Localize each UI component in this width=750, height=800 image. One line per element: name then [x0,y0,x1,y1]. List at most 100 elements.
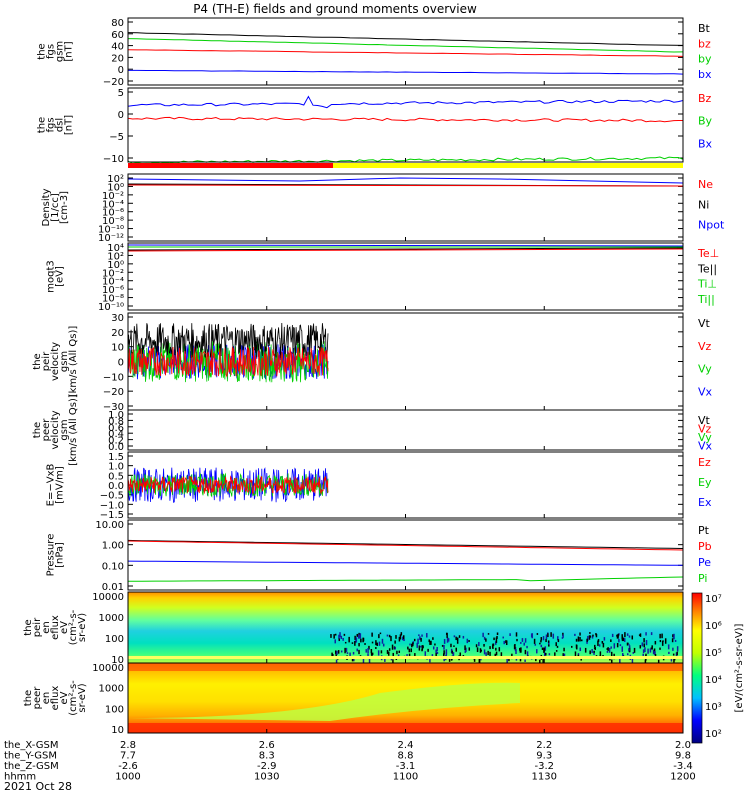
heatmap-noise [593,650,595,653]
legend-Te⊥: Te⊥ [697,247,719,260]
heatmap-noise [607,647,609,651]
y-tick-label: 10⁻⁸ [102,294,124,305]
heatmap-noise [616,643,619,648]
legend-Ex: Ex [698,496,712,509]
heatmap-noise [378,641,381,646]
heatmap-noise [611,633,614,638]
heatmap-noise [645,632,647,636]
heatmap-noise [619,659,621,664]
panel-ylabel: eflux [50,615,61,640]
panel-ylabel: [km/s (All Qs)] [68,326,79,398]
y-tick-label: −20 [103,387,124,398]
y-tick-label: 10⁻² [102,191,124,202]
y-tick-label: 10⁻¹⁰ [98,225,124,236]
heatmap-noise [434,643,436,646]
heatmap-noise [651,645,653,650]
legend-Ne: Ne [698,178,713,191]
y-tick-label: 0.0 [108,481,124,492]
heatmap-noise [520,642,522,644]
heatmap-noise [468,647,471,651]
colorbar-tick: 10⁵ [705,648,722,659]
heatmap-noise [542,658,544,663]
y-tick-label: 100 [105,634,124,645]
panel-ylabel: sr-eV) [77,613,88,642]
heatmap-noise [390,636,392,642]
heatmap-noise [370,652,373,656]
panel-ylabel: (cm²-s- [68,680,79,716]
series-Pb [127,540,684,551]
legend-Pe: Pe [698,556,711,569]
y-tick-label: 0.0 [108,442,124,453]
panel-pressure: Pressure[nPa] 10.00 1.00 0.10 0.01 Pt Pb Pe Pi [46,519,712,593]
heatmap-noise [380,650,383,654]
heatmap-noise [376,642,378,646]
legend-Vx: Vx [698,385,713,398]
legend-Pi: Pi [698,572,707,585]
y-tick-label: 10⁻¹⁰ [98,302,124,313]
heatmap-noise [654,650,656,655]
heatmap-noise [659,639,662,643]
series-blue [127,467,329,503]
series-Pt [127,539,684,549]
legend-Ey: Ey [698,476,712,489]
heatmap-noise [597,640,599,646]
heatmap-noise [631,658,634,664]
y-tick-label: −0.5 [100,491,124,502]
panel-ylabel: gsm [59,419,70,440]
heatmap-noise [626,633,629,636]
heatmap-noise [446,637,449,643]
heatmap-noise [672,653,675,656]
series-by [127,38,684,53]
series-Te-par [127,247,684,251]
heatmap-noise [610,651,613,657]
colorbar-label: [eV/(cm²-s-sr-eV)] [734,623,745,712]
legend-Pb: Pb [698,540,712,553]
panel-ylabel: Pressure [46,534,57,577]
heatmap-noise [368,659,371,664]
panel-frame [127,519,684,591]
xaxis-value: -2.6 [118,761,138,772]
heatmap-noise [601,640,604,644]
heatmap-noise [464,650,467,653]
colorbar-tick: 10⁶ [705,621,722,632]
y-tick-label: 10⁻⁴ [102,199,124,210]
panel-density: Density[1/cc][cm-3]10²10⁰10⁻²10⁻⁴10⁻⁶10⁻… [41,173,725,244]
y-tick-label: 60 [111,30,124,41]
mode-bar-red [128,163,333,168]
heatmap-noise [492,643,495,646]
xaxis-value: 8.3 [259,751,275,762]
heatmap-noise [356,633,359,637]
heatmap-noise [674,639,677,642]
heatmap-noise [340,635,343,640]
heatmap-noise [493,637,495,641]
heatmap-noise [375,640,377,646]
heatmap-noise [579,632,581,636]
heatmap-noise [534,643,537,646]
heatmap-noise [645,640,648,646]
panel-ylabel: en [41,692,52,705]
heatmap-noise [508,658,510,662]
heatmap-noise [451,650,454,654]
heatmap-noise [489,646,491,650]
heatmap-noise [395,635,397,639]
date-label: 2021 Oct 28 [4,780,72,793]
heatmap-noise [668,651,670,655]
legend-Bx: Bx [698,137,713,150]
panel-ylabel: eflux [50,686,61,711]
heatmap-noise [623,638,626,642]
heatmap-noise [455,647,458,652]
heatmap-noise [554,652,556,656]
panel-ylabel: [nT] [64,115,75,135]
heatmap-noise [478,657,481,663]
y-tick-label: −1.5 [100,510,124,521]
heatmap-noise [431,654,434,658]
heatmap-noise [548,641,550,646]
figure-title: P4 (TH-E) fields and ground moments over… [193,2,477,16]
heatmap-noise [333,634,335,639]
series-Bx [127,95,684,109]
legend-Bz: Bz [698,92,712,105]
heatmap-noise [462,635,465,639]
heatmap-noise [547,633,549,638]
legend-Vz: Vz [698,340,712,353]
